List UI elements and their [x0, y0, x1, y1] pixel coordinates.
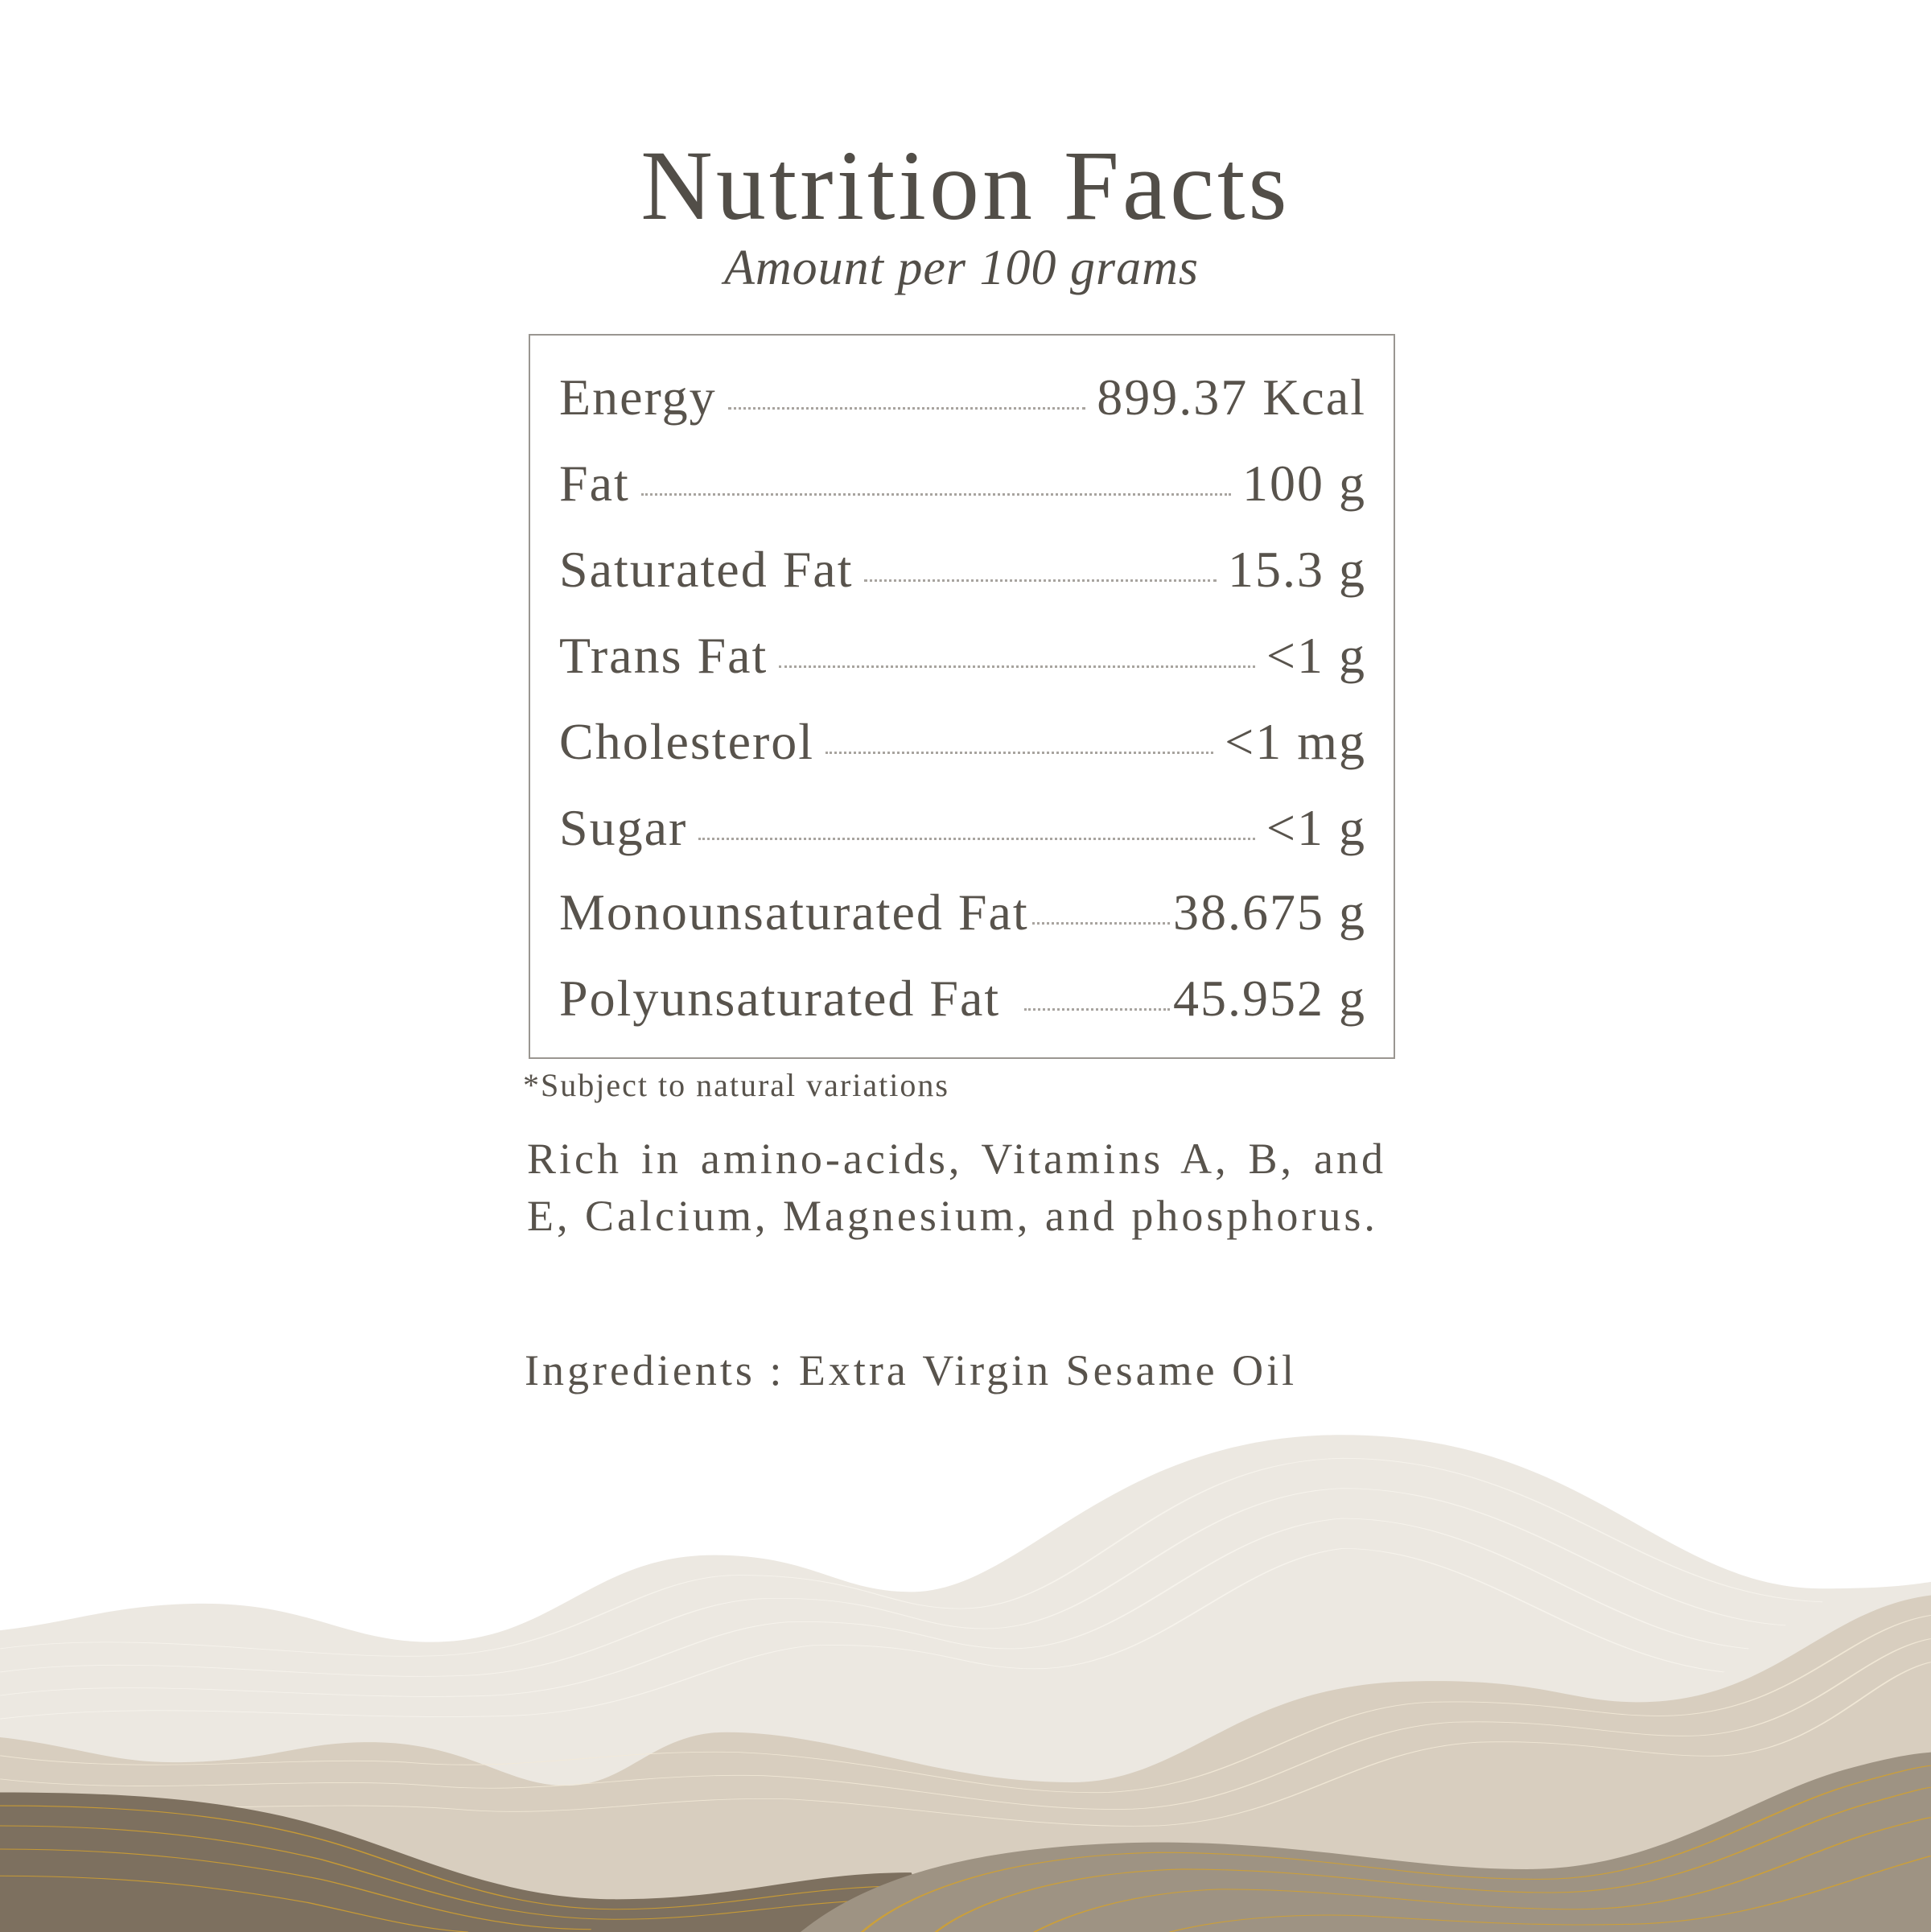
nutrient-row-fat: Fat 100 g: [559, 454, 1366, 534]
nutrient-row-polyunsaturated-fat: Polyunsaturated Fat 45.952 g: [559, 969, 1366, 1049]
nutrient-row-monounsaturated-fat: Monounsaturated Fat 38.675 g: [559, 883, 1366, 963]
nutrient-row-trans-fat: Trans Fat <1 g: [559, 626, 1366, 706]
dotted-leader: [779, 665, 1255, 668]
hill-layer-beige: [0, 1595, 1931, 1932]
nutrient-label: Cholesterol: [559, 713, 815, 770]
nutrient-label: Fat: [559, 455, 630, 512]
nutrient-value: 100 g: [1242, 455, 1366, 512]
nutrient-value: 38.675 g: [1173, 884, 1366, 941]
nutrient-row-saturated-fat: Saturated Fat 15.3 g: [559, 540, 1366, 620]
dotted-leader: [864, 579, 1217, 582]
footnote: *Subject to natural variations: [523, 1067, 949, 1103]
page-title: Nutrition Facts: [640, 130, 1291, 241]
nutrient-value: 45.952 g: [1173, 970, 1366, 1027]
nutrient-label: Energy: [559, 369, 717, 426]
nutrient-row-energy: Energy 899.37 Kcal: [559, 368, 1366, 448]
hill-layer-taupe: [800, 1752, 1931, 1932]
nutrient-label: Saturated Fat: [559, 541, 854, 598]
nutrient-label: Monounsaturated Fat: [559, 884, 1029, 941]
description-text: Rich in amino-acids, Vitamins A, B, and …: [527, 1135, 1386, 1240]
decorative-hills-illustration: [0, 1435, 1931, 1932]
dotted-leader: [640, 493, 1231, 496]
ingredients-text: Ingredients : Extra Virgin Sesame Oil: [525, 1346, 1298, 1394]
nutrient-row-sugar: Sugar <1 g: [559, 798, 1366, 879]
nutrient-label: Polyunsaturated Fat: [559, 970, 1001, 1027]
dotted-leader: [727, 407, 1086, 410]
nutrient-value: 15.3 g: [1228, 541, 1366, 598]
hill-layer-dark: [0, 1792, 937, 1932]
nutrient-value: <1 g: [1266, 627, 1366, 684]
dotted-leader: [826, 752, 1214, 754]
nutrient-row-cholesterol: Cholesterol <1 mg: [559, 712, 1366, 793]
nutrient-label: Sugar: [559, 799, 688, 856]
dotted-leader: [1024, 1008, 1170, 1011]
nutrient-value: <1 g: [1266, 799, 1366, 856]
nutrient-value: 899.37 Kcal: [1097, 369, 1366, 426]
nutrient-label: Trans Fat: [559, 627, 768, 684]
nutrient-value: <1 mg: [1225, 713, 1366, 770]
dotted-leader: [698, 838, 1255, 840]
serving-size-subtitle: Amount per 100 grams: [723, 241, 1200, 295]
nutrition-table: Energy 899.37 Kcal Fat 100 g Saturated F…: [529, 334, 1395, 1059]
dotted-leader: [1031, 922, 1170, 925]
